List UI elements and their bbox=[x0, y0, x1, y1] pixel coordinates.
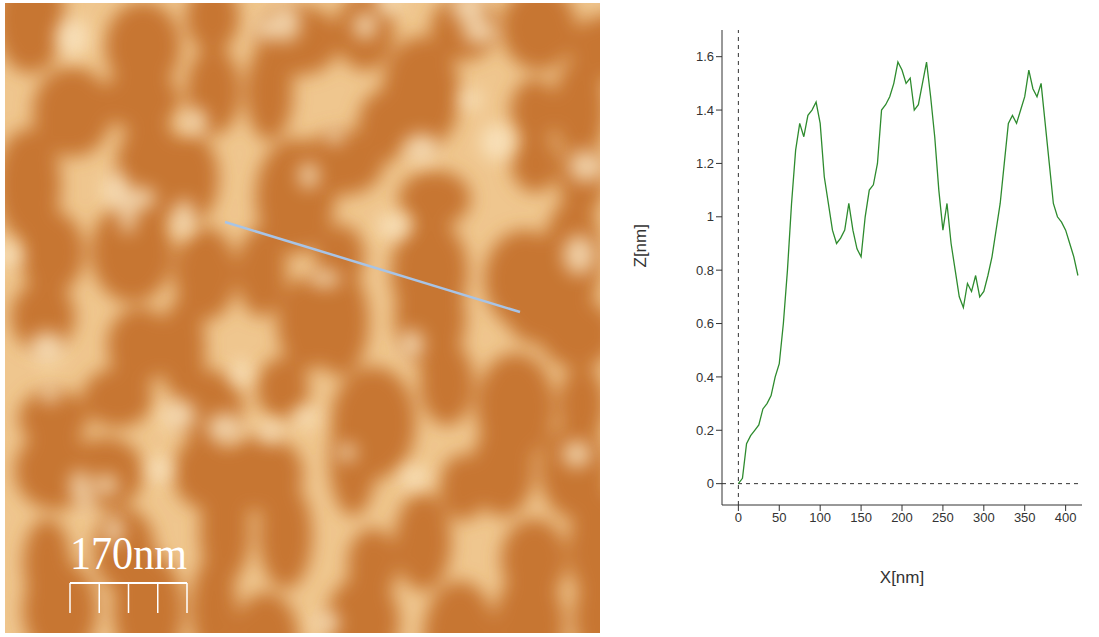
svg-text:300: 300 bbox=[973, 510, 995, 525]
svg-text:0.6: 0.6 bbox=[696, 316, 714, 331]
svg-text:1.4: 1.4 bbox=[696, 103, 714, 118]
svg-text:50: 50 bbox=[772, 510, 786, 525]
svg-text:0: 0 bbox=[735, 510, 742, 525]
svg-text:0: 0 bbox=[707, 476, 714, 491]
svg-text:0.4: 0.4 bbox=[696, 370, 714, 385]
svg-text:150: 150 bbox=[850, 510, 872, 525]
svg-text:Z[nm]: Z[nm] bbox=[631, 224, 650, 267]
svg-text:200: 200 bbox=[891, 510, 913, 525]
svg-text:0.2: 0.2 bbox=[696, 423, 714, 438]
svg-text:1.6: 1.6 bbox=[696, 49, 714, 64]
svg-text:100: 100 bbox=[809, 510, 831, 525]
svg-text:X[nm]: X[nm] bbox=[880, 568, 924, 587]
svg-text:400: 400 bbox=[1055, 510, 1077, 525]
svg-text:0.8: 0.8 bbox=[696, 263, 714, 278]
svg-text:170nm: 170nm bbox=[70, 528, 187, 579]
svg-text:1.2: 1.2 bbox=[696, 156, 714, 171]
svg-text:1: 1 bbox=[707, 209, 714, 224]
svg-text:250: 250 bbox=[932, 510, 954, 525]
svg-text:350: 350 bbox=[1014, 510, 1036, 525]
